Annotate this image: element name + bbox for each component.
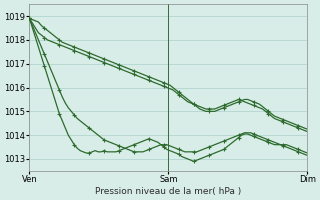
X-axis label: Pression niveau de la mer( hPa ): Pression niveau de la mer( hPa ): [95, 187, 242, 196]
